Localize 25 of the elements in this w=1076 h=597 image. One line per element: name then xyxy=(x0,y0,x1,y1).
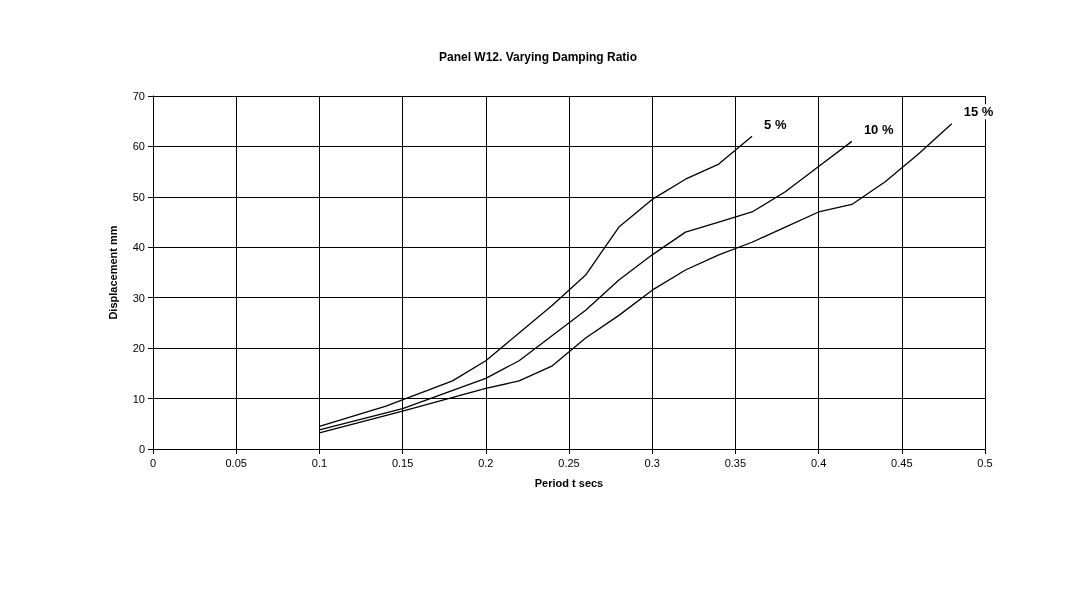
x-tick-label: 0.4 xyxy=(810,456,827,469)
series-label: 5 % xyxy=(764,116,787,132)
series-label: 10 % xyxy=(863,121,894,137)
x-tick-label: 0.5 xyxy=(977,456,993,469)
y-tick-label: 40 xyxy=(132,241,145,254)
y-tick-label: 20 xyxy=(132,342,145,355)
y-axis-title: Displacement mm xyxy=(106,225,119,320)
chart-title: Panel W12. Varying Damping Ratio xyxy=(438,50,638,64)
x-tick-label: 0.25 xyxy=(558,456,580,469)
x-tick-label: 0.45 xyxy=(891,456,913,469)
y-tick-label: 0 xyxy=(138,443,145,455)
x-tick-label: 0.1 xyxy=(311,456,328,469)
x-tick-label: 0.2 xyxy=(478,456,494,469)
y-tick-label: 60 xyxy=(132,140,145,153)
y-tick-label: 70 xyxy=(132,90,145,102)
y-tick-label: 10 xyxy=(132,392,145,405)
x-tick-label: 0.05 xyxy=(225,456,247,469)
x-axis-title: Period t secs xyxy=(534,476,604,489)
x-tick-label: 0.3 xyxy=(644,456,660,469)
y-tick-label: 50 xyxy=(132,190,145,203)
series-label: 15 % xyxy=(963,104,994,120)
x-tick-label: 0 xyxy=(149,456,157,469)
x-tick-label: 0.35 xyxy=(724,456,747,469)
y-tick-label: 30 xyxy=(132,291,145,304)
x-tick-label: 0.15 xyxy=(391,456,414,469)
